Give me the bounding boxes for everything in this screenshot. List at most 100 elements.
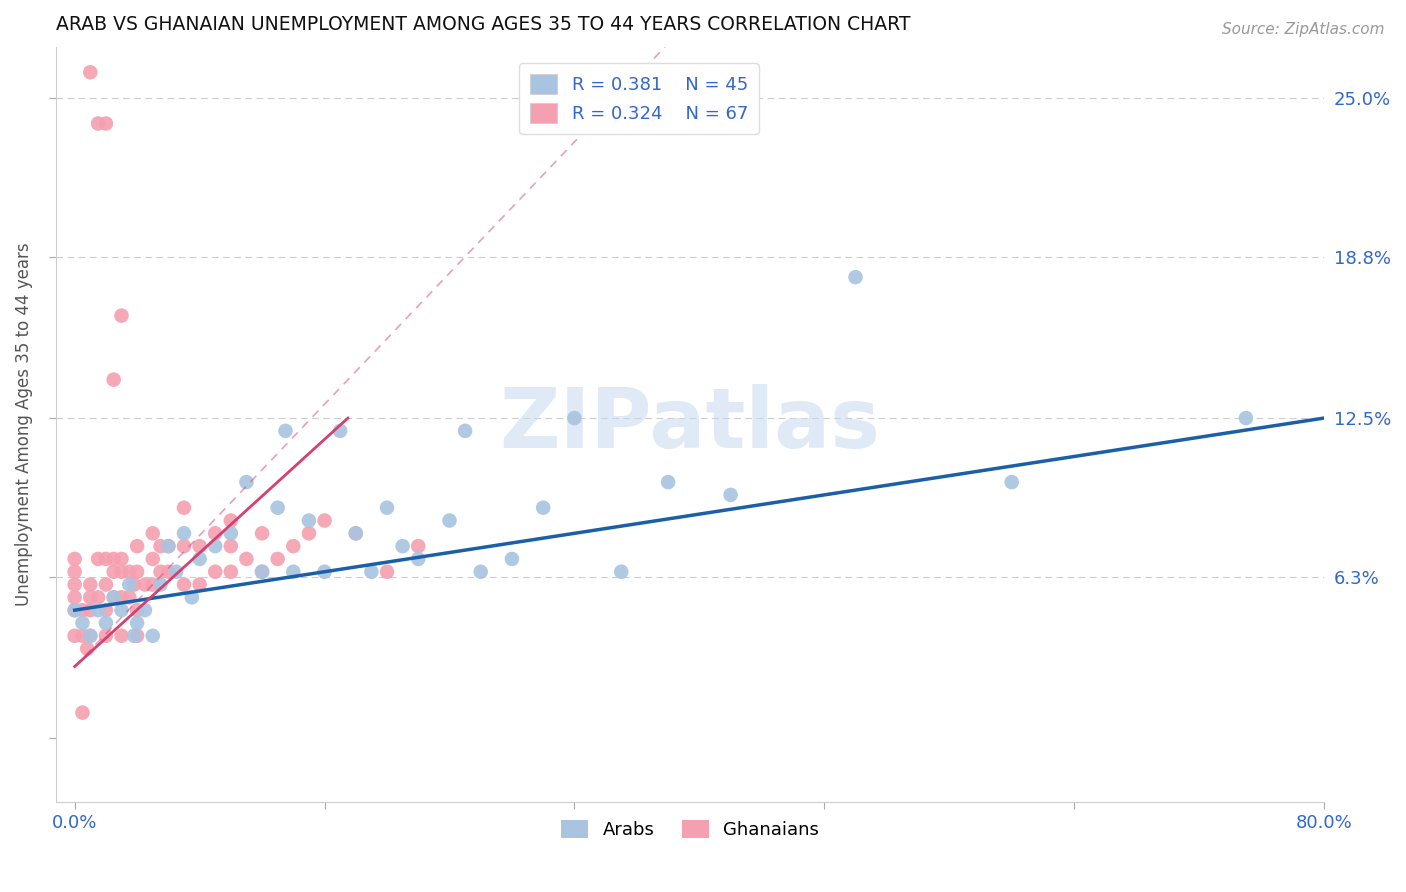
Point [250, 565, 273, 579]
Point [250, 565, 273, 579]
Point [501, 552, 523, 566]
Point [63, 565, 86, 579]
Point [219, 514, 242, 528]
Point [531, 500, 554, 515]
Point [250, 526, 273, 541]
Point [94, 615, 117, 630]
Point [344, 526, 367, 541]
Point [79, 577, 101, 591]
Point [173, 539, 195, 553]
Point [157, 565, 180, 579]
Point [63, 629, 86, 643]
Point [266, 552, 288, 566]
Point [274, 424, 297, 438]
Point [844, 270, 866, 285]
Point [173, 526, 195, 541]
Point [657, 475, 679, 489]
Point [149, 565, 172, 579]
Point [72, 603, 94, 617]
Point [87, 591, 110, 605]
Point [103, 552, 125, 566]
Point [406, 539, 429, 553]
Point [110, 603, 132, 617]
Point [406, 552, 429, 566]
Point [76, 641, 98, 656]
Legend: Arabs, Ghanaians: Arabs, Ghanaians [554, 813, 827, 847]
Point [118, 591, 141, 605]
Point [283, 565, 305, 579]
Point [103, 591, 125, 605]
Point [79, 629, 101, 643]
Point [72, 706, 94, 720]
Point [110, 309, 132, 323]
Point [142, 526, 165, 541]
Point [165, 565, 187, 579]
Point [142, 629, 165, 643]
Point [375, 565, 398, 579]
Point [1001, 475, 1024, 489]
Point [79, 591, 101, 605]
Point [470, 565, 492, 579]
Point [180, 591, 202, 605]
Point [63, 552, 86, 566]
Point [173, 500, 195, 515]
Point [110, 591, 132, 605]
Point [94, 603, 117, 617]
Point [219, 526, 242, 541]
Point [118, 577, 141, 591]
Point [219, 539, 242, 553]
Point [188, 552, 211, 566]
Point [298, 526, 321, 541]
Point [564, 411, 586, 425]
Point [79, 603, 101, 617]
Point [188, 577, 211, 591]
Point [142, 577, 165, 591]
Point [204, 526, 226, 541]
Point [149, 577, 172, 591]
Point [454, 424, 477, 438]
Point [110, 552, 132, 566]
Point [157, 539, 180, 553]
Point [127, 539, 149, 553]
Point [94, 629, 117, 643]
Point [103, 591, 125, 605]
Point [134, 603, 156, 617]
Point [122, 629, 145, 643]
Point [63, 603, 86, 617]
Point [94, 577, 117, 591]
Point [63, 603, 86, 617]
Point [266, 500, 288, 515]
Point [360, 565, 382, 579]
Point [94, 116, 117, 130]
Point [204, 565, 226, 579]
Point [87, 116, 110, 130]
Point [188, 539, 211, 553]
Point [375, 500, 398, 515]
Point [79, 629, 101, 643]
Point [87, 552, 110, 566]
Point [122, 577, 145, 591]
Text: ARAB VS GHANAIAN UNEMPLOYMENT AMONG AGES 35 TO 44 YEARS CORRELATION CHART: ARAB VS GHANAIAN UNEMPLOYMENT AMONG AGES… [56, 15, 911, 34]
Text: ZIPatlas: ZIPatlas [499, 384, 880, 465]
Point [610, 565, 633, 579]
Point [204, 539, 226, 553]
Point [94, 552, 117, 566]
Point [87, 603, 110, 617]
Point [391, 539, 413, 553]
Point [439, 514, 461, 528]
Point [127, 565, 149, 579]
Point [235, 552, 257, 566]
Point [79, 65, 101, 79]
Point [720, 488, 742, 502]
Y-axis label: Unemployment Among Ages 35 to 44 years: Unemployment Among Ages 35 to 44 years [15, 243, 32, 607]
Point [173, 577, 195, 591]
Point [127, 603, 149, 617]
Point [110, 629, 132, 643]
Point [127, 615, 149, 630]
Point [103, 373, 125, 387]
Point [118, 565, 141, 579]
Point [63, 591, 86, 605]
Text: Source: ZipAtlas.com: Source: ZipAtlas.com [1222, 22, 1385, 37]
Point [314, 565, 336, 579]
Point [314, 514, 336, 528]
